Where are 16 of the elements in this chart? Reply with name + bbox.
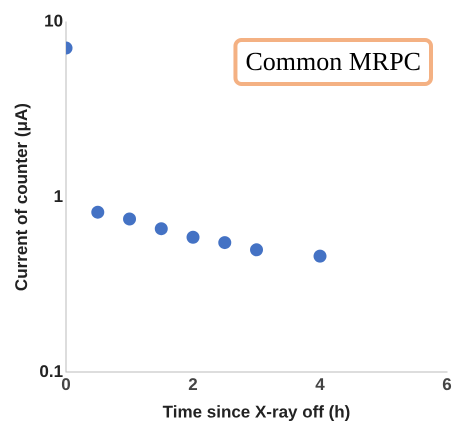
x-tick-label: 6 <box>442 375 452 394</box>
point <box>314 250 327 263</box>
y-tick-label: 10 <box>44 12 64 31</box>
point <box>91 206 104 219</box>
x-tick-label: 2 <box>188 375 198 394</box>
y-tick-label: 1 <box>54 186 64 206</box>
point <box>123 212 136 226</box>
x-axis-title: Time since X-ray off (h) <box>162 402 350 422</box>
point <box>154 222 168 236</box>
annotation: Common MRPC <box>245 46 422 76</box>
y-tick-label: 0.1 <box>39 362 64 381</box>
point <box>218 236 232 250</box>
y-axis-title: Current of counter (μA) <box>12 103 31 292</box>
point <box>186 230 200 244</box>
point <box>250 243 264 256</box>
x-tick-label: 4 <box>315 375 326 394</box>
